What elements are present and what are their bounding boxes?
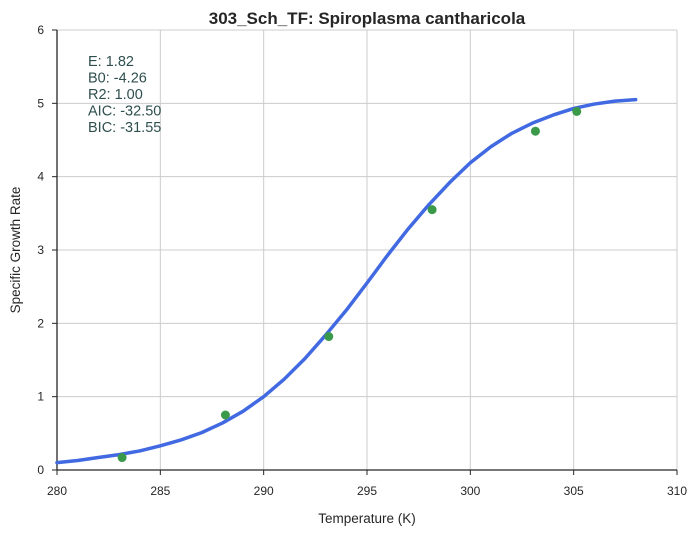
x-tick-label: 310 — [667, 484, 687, 498]
y-axis-label: Specific Growth Rate — [8, 187, 23, 314]
data-point — [324, 332, 334, 342]
y-tick-label: 1 — [37, 390, 44, 404]
grid — [56, 29, 678, 471]
series — [55, 97, 638, 465]
data-point — [530, 126, 540, 136]
stat-line: BIC: -31.55 — [88, 120, 161, 136]
tick-labels: 280 285 290 295 300 305 310 0 1 2 3 4 5 6 — [37, 23, 687, 498]
y-tick-label: 4 — [37, 170, 44, 184]
chart-title: 303_Sch_TF: Spiroplasma cantharicola — [209, 9, 526, 28]
y-tick-label: 2 — [37, 316, 44, 330]
fit-curve-line — [55, 97, 638, 465]
data-point — [117, 453, 127, 463]
x-axis-label: Temperature (K) — [318, 511, 416, 526]
y-tick-label: 0 — [37, 463, 44, 477]
y-tick-label: 3 — [37, 243, 44, 257]
stat-line: R2: 1.00 — [88, 87, 143, 103]
x-tick-label: 285 — [150, 484, 170, 498]
axes — [52, 29, 678, 475]
x-tick-label: 290 — [254, 484, 274, 498]
stat-line: AIC: -32.50 — [88, 104, 161, 120]
x-tick-label: 295 — [357, 484, 377, 498]
stat-line: E: 1.82 — [88, 54, 134, 70]
data-point — [427, 205, 437, 215]
data-point — [220, 410, 230, 420]
x-tick-label: 300 — [460, 484, 480, 498]
x-tick-label: 280 — [47, 484, 67, 498]
stat-line: B0: -4.26 — [88, 71, 147, 87]
y-tick-label: 5 — [37, 96, 44, 110]
y-tick-label: 6 — [37, 23, 44, 37]
data-point — [572, 106, 582, 116]
x-tick-label: 305 — [564, 484, 584, 498]
